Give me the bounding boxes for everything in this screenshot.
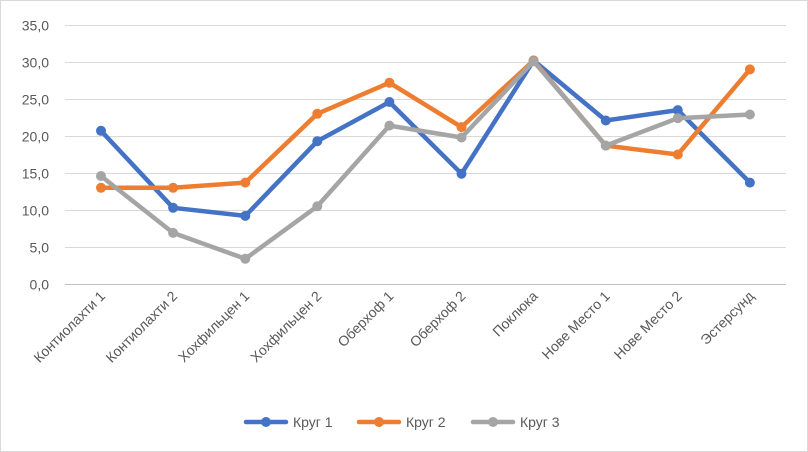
data-point (456, 168, 467, 179)
x-tick-label: Оберхоф 1 (334, 288, 396, 350)
legend-item: Круг 3 (470, 414, 560, 430)
y-tick-label: 15,0 (22, 166, 49, 182)
y-tick-label: 20,0 (22, 129, 49, 145)
data-point (312, 108, 323, 119)
data-point (168, 202, 179, 213)
x-tick-label: Эстерсунд (697, 288, 757, 348)
legend-swatch-marker (261, 417, 271, 427)
y-tick-label: 35,0 (22, 18, 49, 34)
legend-item: Круг 2 (356, 414, 446, 430)
legend-label: Круг 3 (520, 414, 560, 430)
x-tick-label: Хохфильцен 2 (247, 288, 325, 366)
data-point (384, 97, 395, 107)
series-line (98, 59, 753, 262)
legend-label: Круг 1 (293, 414, 333, 430)
data-point (744, 109, 755, 120)
data-point (384, 120, 395, 131)
x-tick-label: Контиолахти 1 (30, 288, 108, 366)
x-tick-label: Поклюка (489, 288, 541, 340)
legend: Круг 1 Круг 2 Круг 3 (243, 414, 560, 430)
data-point (600, 115, 611, 126)
legend-item: Круг 1 (243, 414, 333, 430)
x-tick-label: Нове Место 1 (538, 288, 613, 363)
x-tick-label: Оберхоф 2 (406, 288, 468, 350)
data-point (96, 182, 106, 193)
data-point (312, 201, 323, 212)
data-point (744, 64, 755, 75)
y-tick-label: 25,0 (22, 92, 49, 108)
y-tick-label: 0,0 (30, 277, 50, 293)
y-tick-label: 30,0 (22, 55, 49, 71)
data-point (600, 140, 611, 151)
series-line (98, 58, 753, 219)
y-tick-label: 5,0 (30, 240, 50, 256)
x-tick-label: Хохфильцен 1 (175, 288, 253, 366)
data-point (240, 253, 251, 264)
data-point (96, 171, 106, 181)
data-point (312, 136, 323, 147)
data-point (384, 77, 395, 88)
legend-label: Круг 2 (406, 414, 446, 430)
series-lines (96, 55, 755, 264)
legend-swatch-marker (488, 417, 498, 427)
data-point (672, 149, 683, 160)
data-point (168, 227, 179, 238)
x-tick-label: Нове Место 2 (611, 288, 686, 363)
data-point (240, 177, 251, 188)
series-1 (96, 55, 755, 221)
series-3 (96, 56, 755, 264)
data-point (96, 125, 106, 136)
data-point (744, 177, 755, 188)
data-point (456, 132, 467, 143)
legend-swatch-marker (374, 417, 384, 427)
x-tick-label: Контиолахти 2 (102, 288, 180, 366)
data-point (672, 113, 683, 124)
y-axis-tick-labels: 0,0 5,0 10,0 15,0 20,0 25,0 30,0 35,0 (22, 18, 49, 293)
data-point (240, 210, 251, 221)
series-line (98, 58, 753, 191)
data-point (456, 122, 467, 133)
data-point (528, 56, 539, 67)
data-point (672, 105, 683, 116)
data-point (168, 182, 179, 193)
y-tick-label: 10,0 (22, 203, 49, 219)
